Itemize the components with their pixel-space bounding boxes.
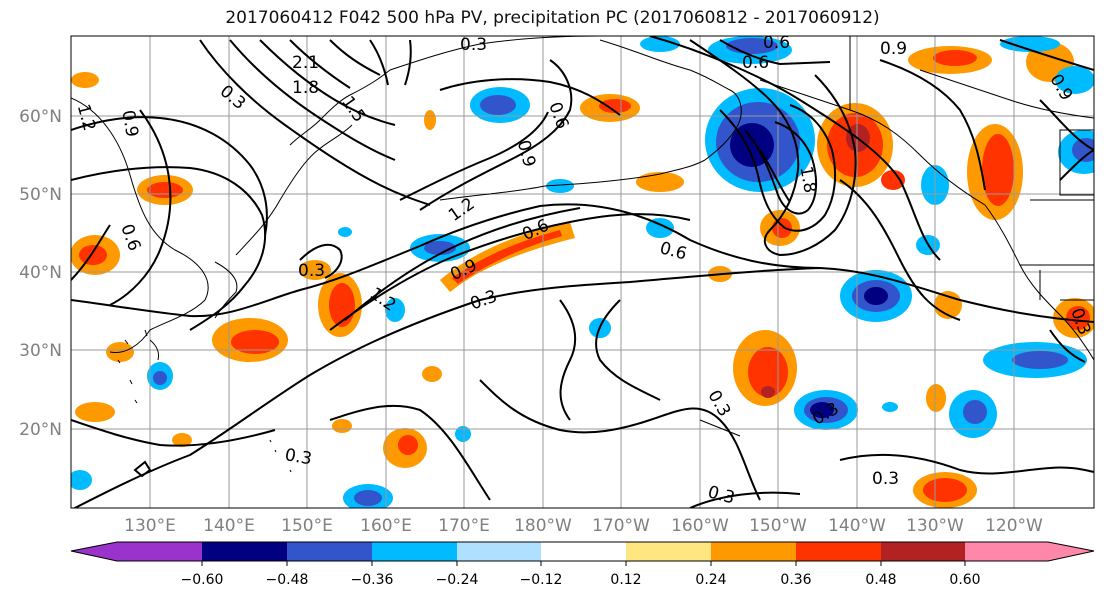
colorbar-tick-label: 0.60: [949, 572, 980, 588]
contour-label: 1.8: [795, 165, 819, 195]
colorbar-segment: [881, 542, 965, 561]
contour-label: 0.9: [117, 109, 141, 139]
lon-label: 170°W: [592, 516, 650, 536]
lon-label: 180°W: [514, 516, 572, 536]
colorbar-tick-label: 0.24: [695, 572, 726, 588]
contour-label: 1.8: [292, 78, 319, 98]
lon-label: 150°W: [749, 516, 807, 536]
contour-label: 2.1: [292, 53, 319, 73]
lon-label: 140°E: [203, 516, 255, 536]
lat-labels: 60°N 50°N 40°N 30°N 20°N: [19, 107, 62, 440]
colorbar-tick-label: −0.24: [436, 572, 479, 588]
lat-label: 50°N: [19, 185, 62, 205]
lat-label: 40°N: [19, 263, 62, 283]
colorbar-segment: [372, 542, 457, 561]
lat-label: 60°N: [19, 107, 62, 127]
lon-label: 130°W: [906, 516, 964, 536]
colorbar-segment: [711, 542, 796, 561]
colorbar-segment: [202, 542, 287, 561]
lon-labels: 130°E 140°E 150°E 160°E 170°E 180°W 170°…: [124, 516, 1043, 536]
contour-label: 0.3: [872, 469, 899, 489]
colorbar-segment: [965, 542, 1094, 561]
colorbar-tick-label: −0.60: [181, 572, 224, 588]
contour-label: 0.9: [880, 39, 907, 59]
contour-label: 0.6: [763, 33, 790, 53]
colorbar-segment: [541, 542, 626, 561]
colorbar-tick-label: −0.36: [351, 572, 394, 588]
colorbar-tick-label: −0.12: [520, 572, 563, 588]
contour-label: 0.3: [283, 445, 313, 469]
lat-label: 30°N: [19, 341, 62, 361]
plot-frame: [70, 35, 1095, 509]
lon-label: 150°E: [281, 516, 333, 536]
colorbar: −0.60 −0.48 −0.36 −0.24 −0.12 0.12 0.24 …: [70, 541, 1095, 588]
map-title: 2017060412 F042 500 hPa PV, precipitatio…: [225, 8, 880, 28]
coastlines: [71, 36, 1094, 473]
colorbar-segment: [457, 542, 541, 561]
lon-label: 160°E: [360, 516, 412, 536]
colorbar-tick-label: −0.48: [266, 572, 309, 588]
pv-contours: [71, 36, 1094, 508]
colorbar-tick-label: 0.36: [780, 572, 811, 588]
colorbar-outline: [70, 541, 1095, 562]
lat-label: 20°N: [19, 420, 62, 440]
lon-label: 160°W: [671, 516, 729, 536]
colorbar-tick-label: 0.48: [865, 572, 896, 588]
colorbar-segment: [287, 542, 372, 561]
lon-label: 120°W: [985, 516, 1043, 536]
graticule: [71, 36, 1094, 508]
contour-label: 0.3: [298, 261, 325, 281]
colorbar-segment: [71, 542, 202, 561]
contour-label: 0.3: [460, 35, 487, 55]
colorbar-tick-label: 0.12: [610, 572, 641, 588]
colorbar-segment: [626, 542, 711, 561]
colorbar-segment: [796, 542, 881, 561]
lon-label: 170°E: [438, 516, 490, 536]
lon-label: 130°E: [124, 516, 176, 536]
lon-label: 140°W: [828, 516, 886, 536]
contour-label: 0.6: [742, 53, 769, 73]
